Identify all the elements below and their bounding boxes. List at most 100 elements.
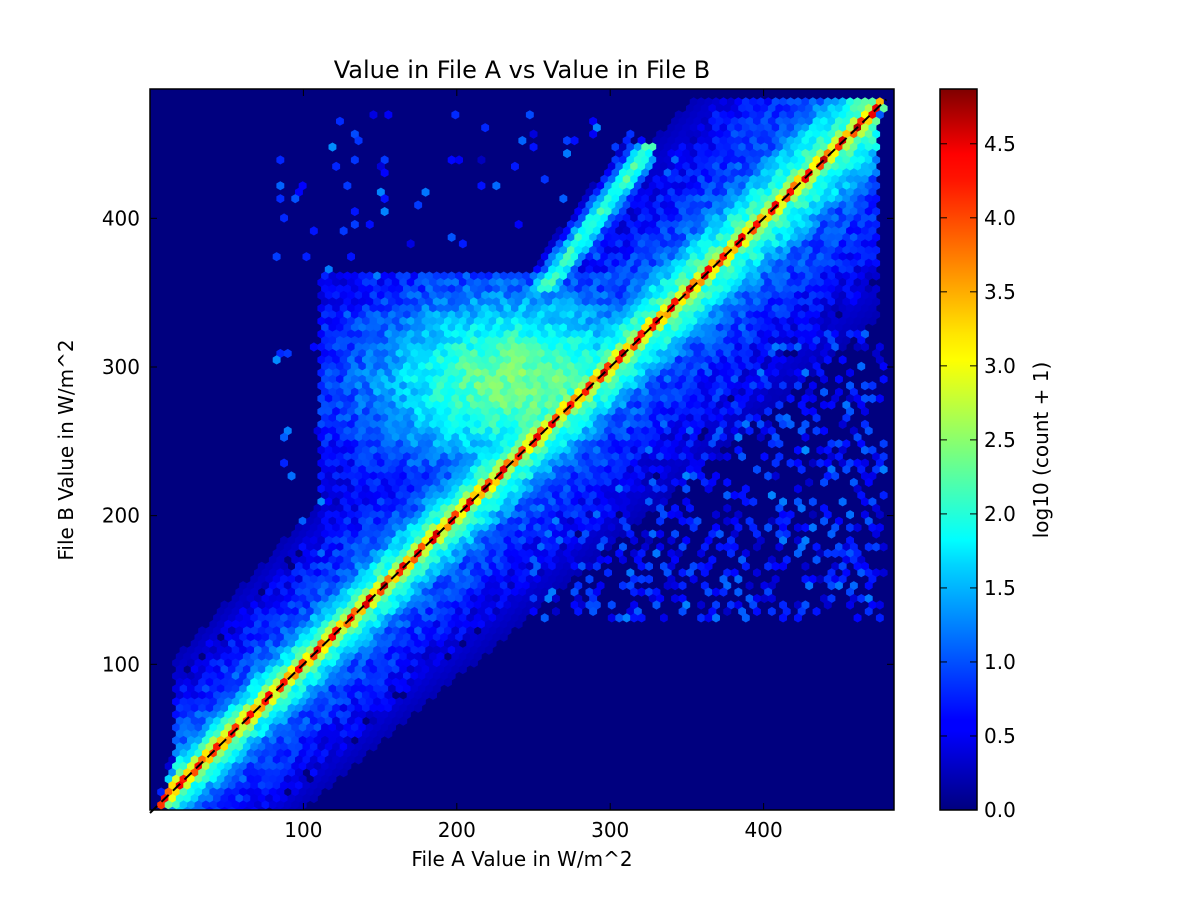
hex-bin (544, 323, 553, 333)
hex-bin (805, 348, 814, 358)
hex-bin (462, 336, 471, 346)
hex-bin (552, 297, 560, 307)
hex-bin (403, 374, 411, 384)
hex-bin (518, 303, 527, 313)
hex-bin (864, 297, 873, 307)
hex-bin (488, 342, 497, 352)
hex-bin (403, 271, 411, 281)
hex-bin (715, 284, 724, 294)
hex-bin (861, 329, 869, 339)
hex-bin (574, 232, 583, 242)
hex-bin (849, 155, 858, 165)
hex-bin (779, 381, 787, 391)
hex-bin (749, 252, 758, 262)
hex-bin (734, 226, 743, 236)
hex-bin (611, 336, 620, 346)
hex-bin (741, 290, 750, 300)
hex-bin (794, 316, 802, 326)
hex-bin (700, 116, 709, 126)
hex-bin (671, 323, 679, 333)
hex-bin (872, 348, 881, 358)
hex-bin (753, 181, 761, 191)
hex-bin (771, 277, 780, 288)
hex-bin (779, 161, 787, 171)
hex-bin (671, 207, 679, 217)
hex-bin (835, 155, 843, 165)
hex-bin (767, 310, 776, 320)
hex-bin (596, 387, 605, 397)
hex-bin (738, 245, 746, 255)
hex-bin (574, 374, 583, 384)
hex-bin (566, 374, 575, 384)
hex-bin (380, 271, 389, 281)
hex-bin (630, 290, 639, 300)
hex-bin (678, 336, 687, 346)
hex-bin (406, 303, 415, 313)
hex-bin (849, 310, 858, 320)
hex-bin (611, 284, 620, 294)
hex-bin (674, 277, 683, 288)
hex-bin (745, 258, 754, 268)
hex-bin (794, 265, 802, 275)
hex-bin (350, 361, 359, 371)
hex-bin (406, 406, 415, 417)
hex-bin (607, 303, 616, 313)
hex-bin (324, 394, 333, 404)
hex-bin (689, 394, 698, 404)
hex-bin (604, 323, 612, 333)
hex-bin (660, 277, 668, 288)
hex-bin (615, 200, 624, 210)
hex-bin (592, 329, 601, 339)
hex-bin (686, 181, 694, 191)
hex-bin (779, 277, 787, 288)
hex-bin (354, 290, 363, 300)
hex-bin (630, 148, 639, 159)
hex-bin (794, 97, 802, 107)
hex-bin (760, 310, 769, 320)
hex-bin (589, 336, 598, 346)
hex-bin (697, 303, 706, 313)
hex-bin (723, 297, 732, 307)
hex-bin (749, 187, 758, 197)
hex-bin (749, 174, 758, 184)
hex-bin (864, 258, 873, 268)
hex-bin (753, 103, 761, 113)
hex-bin (682, 329, 691, 339)
hex-bin (756, 174, 765, 184)
hex-bin (704, 200, 713, 210)
hex-bin (481, 406, 490, 417)
hex-bin (779, 136, 787, 146)
hex-bin (727, 123, 735, 133)
hex-bin (816, 174, 825, 184)
hex-bin (682, 148, 691, 159)
hex-bin (607, 329, 616, 339)
hex-bin (842, 129, 851, 139)
hex-bin (704, 148, 713, 159)
hex-bin (734, 200, 743, 210)
hex-bin (552, 387, 560, 397)
hex-bin (358, 348, 367, 358)
hex-bin (794, 161, 802, 171)
hex-bin (835, 284, 843, 294)
hex-bin (328, 323, 337, 333)
hex-bin (872, 207, 881, 217)
hex-bin (816, 355, 825, 365)
hex-bin (447, 323, 456, 333)
hex-bin (362, 406, 370, 417)
hex-bin (369, 329, 378, 339)
hex-bin (496, 290, 504, 300)
hex-bin (384, 406, 393, 417)
hex-bin (868, 187, 877, 197)
hex-bin (738, 129, 746, 139)
hex-bin (339, 342, 348, 352)
hex-bin (343, 284, 352, 294)
hex-bin (801, 277, 810, 288)
hex-bin (861, 394, 869, 404)
hex-bin (395, 400, 404, 410)
hex-bin (350, 155, 359, 165)
hex-bin (633, 181, 642, 191)
hex-bin (689, 265, 698, 275)
hex-bin (511, 394, 519, 404)
hex-bin (767, 116, 776, 126)
hex-bin (645, 200, 653, 210)
